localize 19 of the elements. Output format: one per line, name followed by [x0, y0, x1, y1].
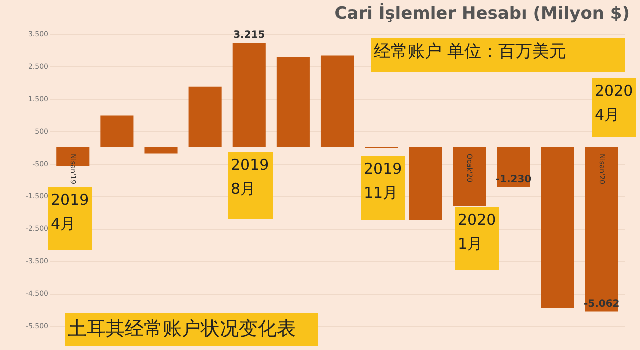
bar	[320, 56, 354, 148]
bar	[409, 148, 442, 221]
text-box: 2020 4月	[592, 78, 636, 137]
text-box: 2020 1月	[455, 207, 500, 270]
bar	[585, 148, 618, 312]
bar	[188, 86, 222, 148]
text-box: 2019 8月	[228, 152, 273, 219]
text-box: 2019 4月	[48, 187, 92, 250]
chart-title: Cari İşlemler Hesabı (Milyon $)	[334, 4, 630, 24]
bar	[144, 148, 178, 154]
text-box: 土耳其经常账户状况变化表	[65, 313, 318, 346]
text-box: 经常账户 单位：百万美元	[371, 38, 625, 72]
bar	[541, 148, 574, 308]
text-box: 2019 11月	[361, 156, 406, 220]
data-label: 3.215	[234, 30, 266, 42]
bar	[232, 43, 266, 148]
bar	[453, 148, 486, 206]
bar	[276, 57, 310, 148]
bar	[100, 116, 134, 148]
